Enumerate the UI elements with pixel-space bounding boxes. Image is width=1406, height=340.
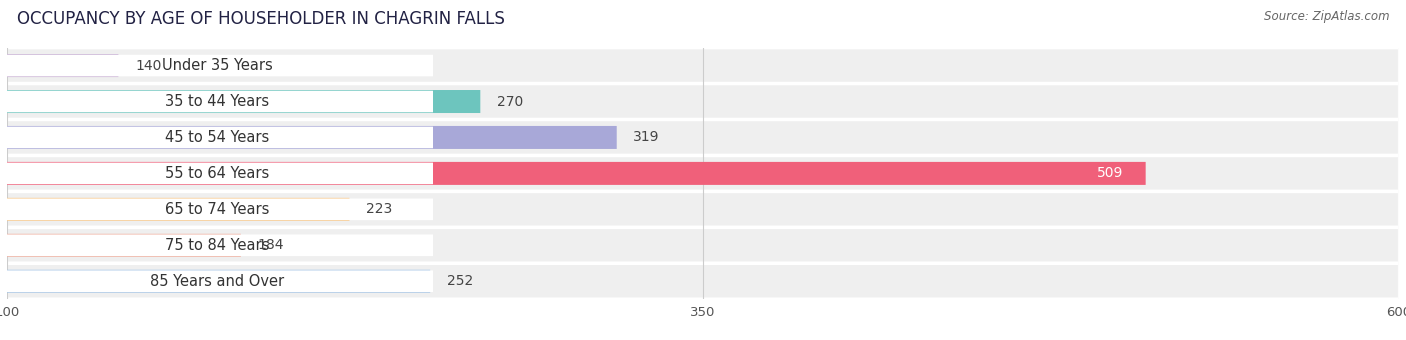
- Text: 85 Years and Over: 85 Years and Over: [150, 274, 284, 289]
- Text: 509: 509: [1097, 166, 1123, 181]
- Text: 140: 140: [135, 58, 162, 72]
- FancyBboxPatch shape: [7, 162, 1146, 185]
- FancyBboxPatch shape: [7, 198, 350, 221]
- FancyBboxPatch shape: [1, 55, 433, 76]
- FancyBboxPatch shape: [1, 199, 433, 220]
- Text: Source: ZipAtlas.com: Source: ZipAtlas.com: [1264, 10, 1389, 23]
- Text: 252: 252: [447, 274, 474, 288]
- Text: 65 to 74 Years: 65 to 74 Years: [165, 202, 270, 217]
- Text: 319: 319: [633, 131, 659, 144]
- Text: 35 to 44 Years: 35 to 44 Years: [165, 94, 270, 109]
- FancyBboxPatch shape: [7, 90, 481, 113]
- Text: Under 35 Years: Under 35 Years: [162, 58, 273, 73]
- FancyBboxPatch shape: [7, 126, 617, 149]
- FancyBboxPatch shape: [7, 270, 430, 293]
- FancyBboxPatch shape: [7, 48, 1399, 83]
- FancyBboxPatch shape: [7, 54, 118, 77]
- Text: 55 to 64 Years: 55 to 64 Years: [165, 166, 270, 181]
- FancyBboxPatch shape: [1, 235, 433, 256]
- FancyBboxPatch shape: [7, 120, 1399, 155]
- Text: 75 to 84 Years: 75 to 84 Years: [165, 238, 270, 253]
- FancyBboxPatch shape: [7, 234, 240, 257]
- Text: 184: 184: [257, 238, 284, 252]
- Text: 270: 270: [496, 95, 523, 108]
- FancyBboxPatch shape: [7, 192, 1399, 226]
- FancyBboxPatch shape: [7, 264, 1399, 299]
- Text: 45 to 54 Years: 45 to 54 Years: [165, 130, 270, 145]
- FancyBboxPatch shape: [7, 228, 1399, 262]
- Text: OCCUPANCY BY AGE OF HOUSEHOLDER IN CHAGRIN FALLS: OCCUPANCY BY AGE OF HOUSEHOLDER IN CHAGR…: [17, 10, 505, 28]
- FancyBboxPatch shape: [1, 127, 433, 148]
- Text: 223: 223: [366, 202, 392, 216]
- FancyBboxPatch shape: [7, 84, 1399, 119]
- FancyBboxPatch shape: [1, 91, 433, 112]
- FancyBboxPatch shape: [7, 156, 1399, 191]
- FancyBboxPatch shape: [1, 163, 433, 184]
- FancyBboxPatch shape: [1, 270, 433, 292]
